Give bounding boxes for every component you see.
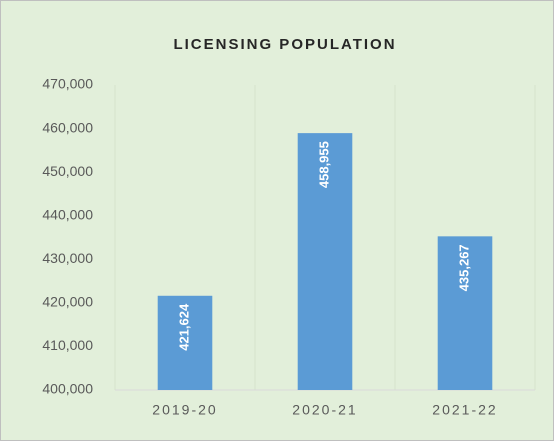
bar bbox=[437, 236, 493, 390]
y-tick-label: 440,000 bbox=[42, 206, 93, 222]
chart-title: LICENSING POPULATION bbox=[173, 36, 396, 53]
bar bbox=[297, 133, 353, 391]
bar bbox=[157, 295, 213, 390]
data-label: 458,955 bbox=[316, 141, 331, 188]
x-tick-label: 2019-20 bbox=[152, 402, 217, 418]
x-tick-label: 2020-21 bbox=[292, 402, 357, 418]
data-label: 435,267 bbox=[456, 244, 471, 291]
data-label: 421,624 bbox=[176, 303, 191, 351]
y-tick-label: 400,000 bbox=[42, 381, 93, 397]
y-tick-label: 460,000 bbox=[42, 119, 93, 135]
y-tick-label: 420,000 bbox=[42, 294, 93, 310]
x-tick-label: 2021-22 bbox=[432, 402, 497, 418]
y-tick-label: 470,000 bbox=[42, 76, 93, 92]
y-tick-label: 430,000 bbox=[42, 250, 93, 266]
y-tick-label: 450,000 bbox=[42, 163, 93, 179]
y-tick-label: 410,000 bbox=[42, 337, 93, 353]
